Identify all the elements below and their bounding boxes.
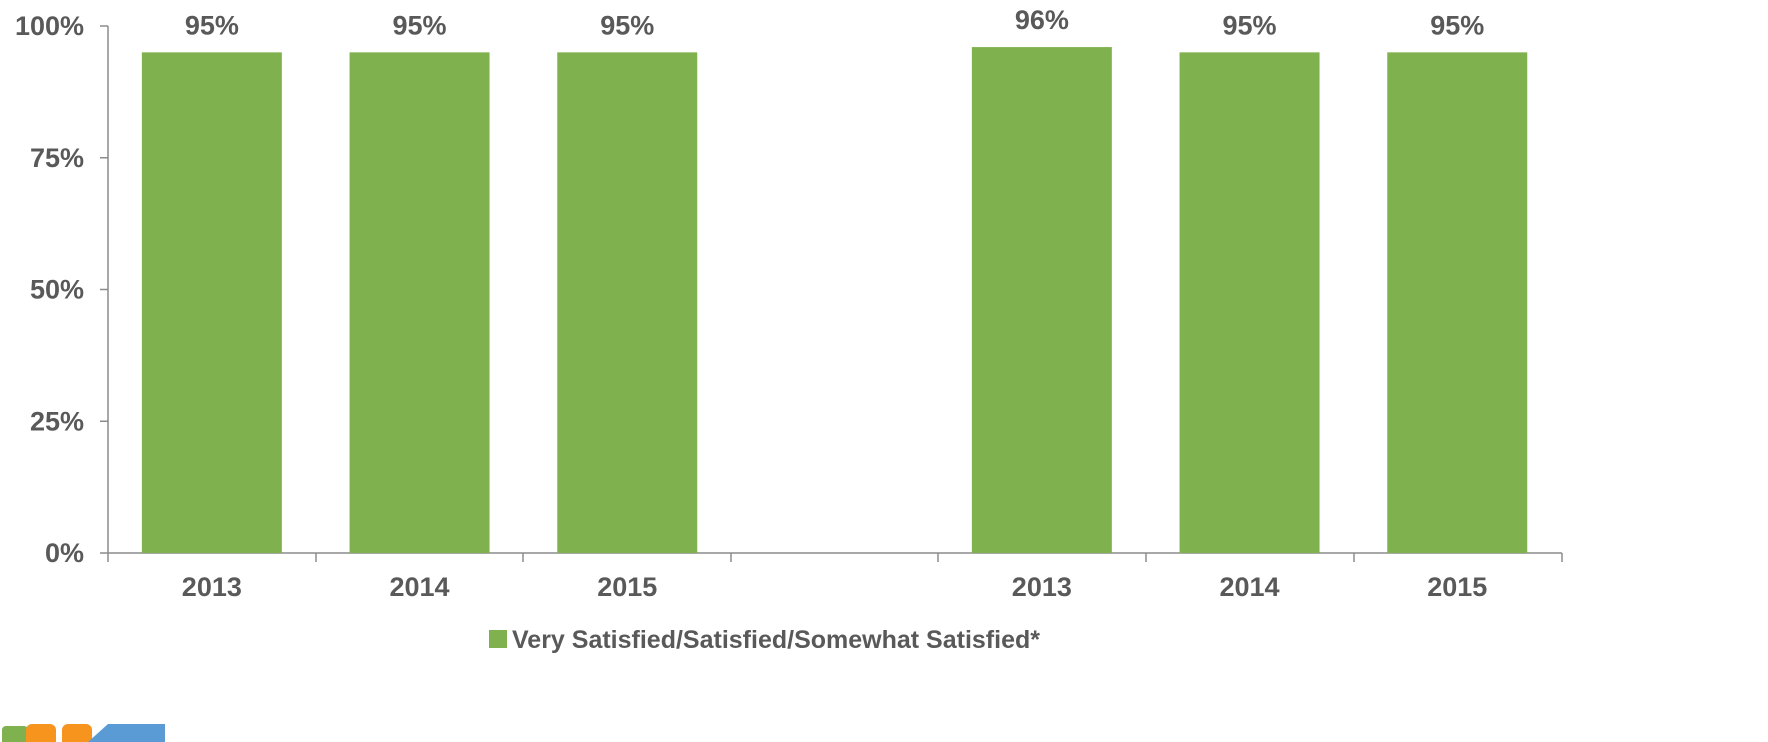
x-category-label: 2013: [182, 572, 242, 602]
data-label: 95%: [600, 10, 654, 40]
x-category-label: 2014: [390, 572, 450, 602]
y-tick-label: 50%: [30, 275, 84, 305]
x-category-label: 2014: [1220, 572, 1280, 602]
y-axis: 0% 25% 50% 75% 100%: [15, 11, 109, 568]
legend: Very Satisfied/Satisfied/Somewhat Satisf…: [489, 626, 1040, 654]
x-category-label: 2013: [1012, 572, 1072, 602]
bar: [141, 52, 282, 553]
bar: [349, 52, 490, 553]
legend-swatch: [489, 630, 507, 648]
bar: [1179, 52, 1320, 553]
data-labels: 95% 95% 95% 96% 95% 95%: [185, 5, 1484, 40]
company-logo: [0, 722, 170, 742]
x-axis: 2013 2014 2015 2013 2014 2015: [107, 552, 1563, 602]
bars: [141, 47, 1528, 553]
legend-label: Very Satisfied/Satisfied/Somewhat Satisf…: [512, 626, 1040, 654]
bar: [557, 52, 698, 553]
data-label: 96%: [1015, 5, 1069, 35]
data-label: 95%: [1430, 10, 1484, 40]
data-label: 95%: [393, 10, 447, 40]
y-tick-label: 75%: [30, 143, 84, 173]
bar: [971, 47, 1112, 553]
y-tick-label: 100%: [15, 11, 84, 41]
y-tick-label: 0%: [45, 538, 84, 568]
bar: [1387, 52, 1528, 553]
x-category-label: 2015: [1427, 572, 1487, 602]
data-label: 95%: [1223, 10, 1277, 40]
data-label: 95%: [185, 10, 239, 40]
y-tick-label: 25%: [30, 406, 84, 436]
x-category-label: 2015: [597, 572, 657, 602]
